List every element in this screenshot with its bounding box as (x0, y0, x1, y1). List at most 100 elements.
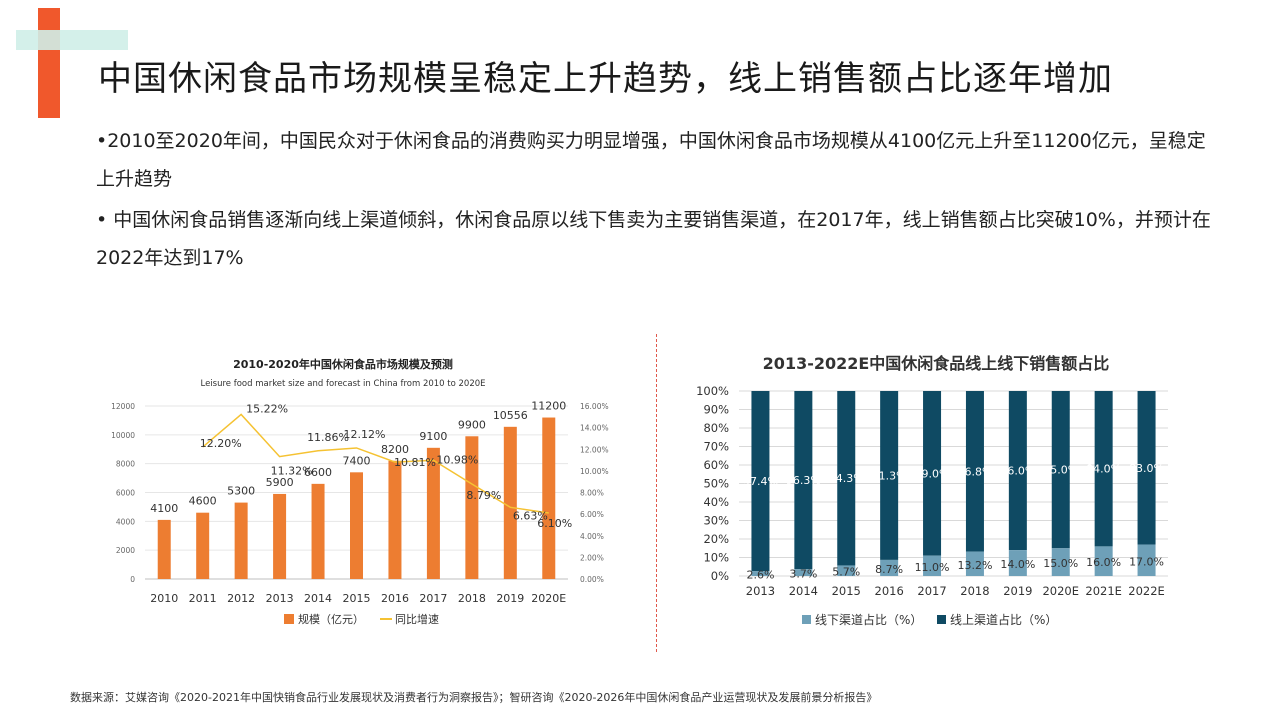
legend-label-offline: 线下渠道占比（%） (815, 612, 922, 627)
bar-online-share (1008, 391, 1027, 551)
x-tick-label: 2018 (960, 584, 989, 598)
y-tick-label: 0% (711, 569, 729, 583)
offline-value-label: 15.0% (1043, 557, 1078, 570)
y2-tick-label: 16.00% (580, 402, 609, 411)
y-tick-label: 8000 (116, 460, 135, 469)
x-tick-label: 2019 (496, 592, 524, 605)
bar-market-size (542, 417, 556, 579)
bullet-online-share: • 中国休闲食品销售逐渐向线上渠道倾斜，休闲食品原以线下售卖为主要销售渠道，在2… (96, 209, 1211, 269)
y-tick-label: 10% (703, 551, 729, 565)
bar-offline-share (965, 551, 984, 576)
x-tick-label: 2020E (531, 592, 566, 605)
x-tick-label: 2015 (832, 584, 861, 598)
x-tick-label: 2013 (746, 584, 775, 598)
bar-market-size (234, 502, 248, 579)
online-value-label: 86.0% (1000, 465, 1035, 478)
bar-offline-share (1051, 548, 1070, 576)
bar-market-size (388, 460, 402, 579)
growth-rate-label: 12.20% (200, 437, 242, 450)
bar-value-label: 7400 (343, 454, 371, 467)
legend-label-size: 规模（亿元） (298, 612, 364, 626)
growth-rate-label: 15.22% (246, 402, 288, 415)
bar-offline-share (1094, 546, 1113, 576)
bar-offline-share (1008, 550, 1027, 576)
bar-market-size (503, 426, 517, 579)
y2-tick-label: 12.00% (580, 445, 609, 454)
bar-market-size (311, 483, 325, 579)
x-tick-label: 2012 (227, 592, 255, 605)
bar-value-label: 5300 (227, 485, 255, 498)
bar-offline-share (794, 569, 813, 576)
y2-tick-label: 14.00% (580, 424, 609, 433)
bar-offline-share (837, 565, 856, 576)
offline-value-label: 14.0% (1000, 558, 1035, 571)
legend-label-online: 线上渠道占比（%） (950, 612, 1057, 627)
bar-online-share (837, 391, 856, 566)
y-tick-label: 100% (696, 384, 729, 398)
online-value-label: 91.3% (872, 469, 907, 482)
chart-title: 2013-2022E中国休闲食品线上线下销售额占比 (763, 354, 1110, 373)
bar-market-size (157, 519, 171, 579)
bar-value-label: 4100 (150, 502, 178, 515)
market-size-chart: 2010-2020年中国休闲食品市场规模及预测 Leisure food mark… (111, 357, 609, 626)
online-value-label: 83.0% (1129, 462, 1164, 475)
offline-value-label: 17.0% (1129, 555, 1164, 568)
online-value-label: 96.3% (786, 474, 821, 487)
legend-swatch-offline (802, 615, 811, 624)
x-tick-label: 2014 (304, 592, 332, 605)
bar-value-label: 9100 (419, 430, 447, 443)
chart-title: 2010-2020年中国休闲食品市场规模及预测 (233, 357, 453, 371)
y-tick-label: 2000 (116, 546, 135, 555)
bar-value-label: 11200 (531, 400, 566, 413)
bar-online-share (751, 391, 770, 572)
y2-tick-label: 8.00% (580, 489, 604, 498)
x-tick-label: 2017 (917, 584, 946, 598)
y-tick-label: 60% (703, 458, 729, 472)
bar-offline-share (923, 555, 942, 576)
offline-value-label: 11.0% (915, 561, 950, 574)
y2-tick-label: 4.00% (580, 532, 604, 541)
x-tick-label: 2013 (266, 592, 294, 605)
bar-market-size (426, 447, 440, 579)
online-value-label: 84.0% (1086, 463, 1121, 476)
growth-rate-label: 11.32% (271, 465, 313, 478)
bar-value-label: 4600 (189, 495, 217, 508)
y-tick-label: 90% (703, 403, 729, 417)
growth-rate-label: 6.10% (537, 517, 572, 530)
y-tick-label: 12000 (111, 402, 135, 411)
bar-offline-share (1137, 544, 1156, 576)
bar-offline-share (880, 559, 899, 576)
offline-value-label: 8.7% (875, 563, 903, 576)
bar-online-share (794, 391, 813, 570)
bar-value-label: 9900 (458, 418, 486, 431)
x-tick-label: 2010 (150, 592, 178, 605)
bar-market-size (273, 493, 287, 579)
growth-rate-line (202, 413, 549, 514)
bar-value-label: 10556 (493, 409, 528, 422)
bar-online-share (880, 391, 899, 560)
y-tick-label: 70% (703, 440, 729, 454)
offline-value-label: 5.7% (832, 566, 860, 579)
y-tick-label: 40% (703, 495, 729, 509)
y-tick-label: 10000 (111, 431, 135, 440)
offline-value-label: 3.7% (789, 568, 817, 581)
y2-tick-label: 0.00% (580, 575, 604, 584)
bar-online-share (1051, 391, 1070, 549)
y-tick-label: 20% (703, 532, 729, 546)
bar-online-share (965, 391, 984, 552)
x-tick-label: 2015 (343, 592, 371, 605)
bar-value-label: 5900 (266, 476, 294, 489)
bullet-market-size: •2010至2020年间，中国民众对于休闲食品的消费购买力明显增强，中国休闲食品… (96, 130, 1206, 190)
growth-rate-label: 10.81% (394, 456, 436, 469)
y-tick-label: 6000 (116, 489, 135, 498)
online-value-label: 94.3% (829, 472, 864, 485)
growth-rate-label: 11.86% (307, 431, 349, 444)
y2-tick-label: 10.00% (580, 467, 609, 476)
y-tick-label: 50% (703, 477, 729, 491)
y-tick-label: 0 (130, 575, 135, 584)
growth-rate-label: 6.63% (513, 509, 548, 522)
y-tick-label: 80% (703, 421, 729, 435)
offline-value-label: 2.6% (746, 569, 774, 582)
bar-online-share (1137, 391, 1156, 545)
channel-share-chart: 2013-2022E中国休闲食品线上线下销售额占比 0% 10% 20% 30% 40% 5… (696, 354, 1168, 627)
